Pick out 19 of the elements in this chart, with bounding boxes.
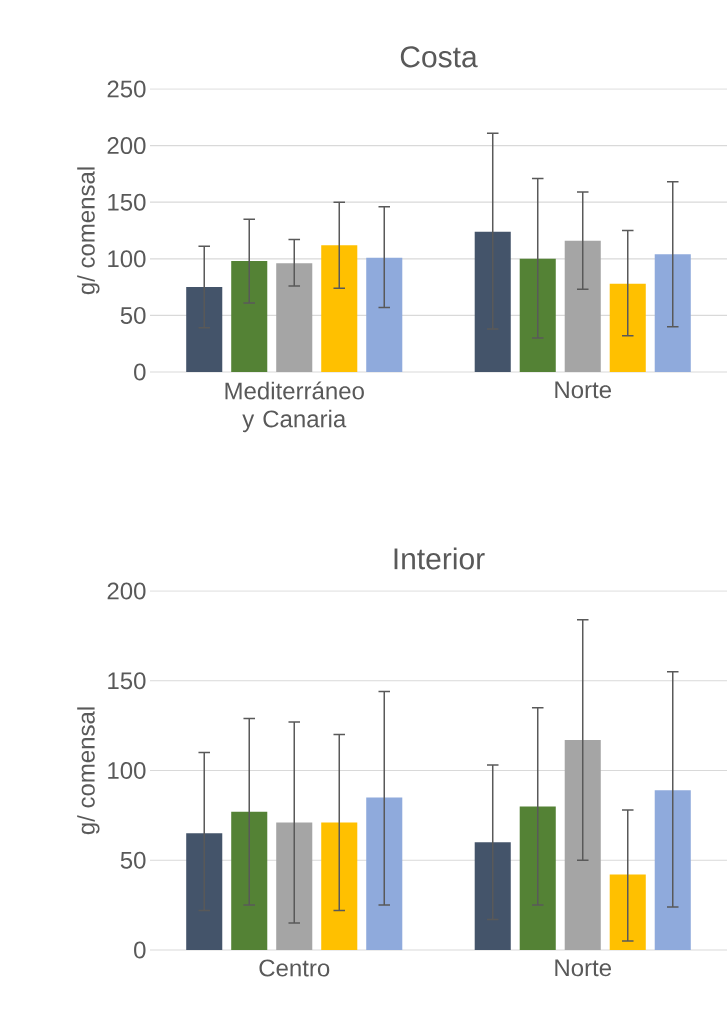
chart-title: Interior xyxy=(394,547,485,570)
x-tick-label: Mediterráneo y Canaria xyxy=(225,381,364,433)
y-tick-label: 100 xyxy=(108,250,146,268)
chart-title: Costa xyxy=(400,46,478,68)
y-axis-title: g/ comensal xyxy=(77,167,100,295)
x-tick-label: Centro xyxy=(259,959,330,977)
y-tick-label: 200 xyxy=(107,582,146,600)
x-tick-label: Norte xyxy=(555,959,612,977)
y-tick-label: 150 xyxy=(108,672,146,690)
y-tick-label: 200 xyxy=(107,137,146,155)
y-tick-label: 0 xyxy=(134,941,146,959)
y-tick-label: 0 xyxy=(134,363,146,381)
x-tick-label: Norte xyxy=(555,381,612,399)
y-tick-label: 100 xyxy=(108,762,146,779)
y-axis-title: g/ comensal xyxy=(77,707,100,835)
y-tick-label: 50 xyxy=(120,306,146,324)
y-tick-label: 50 xyxy=(120,851,146,869)
y-tick-label: 250 xyxy=(107,80,146,98)
y-tick-label: 150 xyxy=(108,193,146,211)
